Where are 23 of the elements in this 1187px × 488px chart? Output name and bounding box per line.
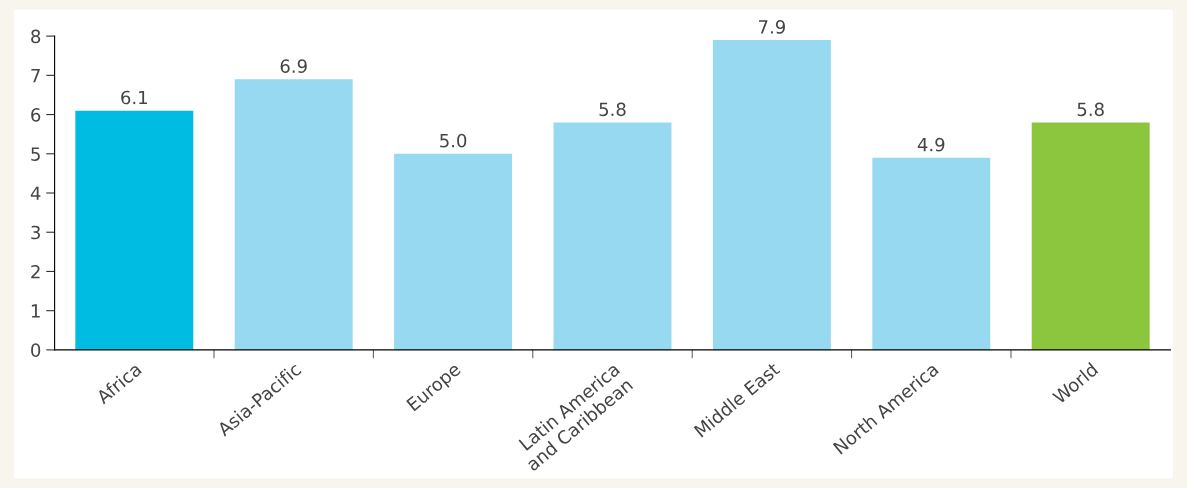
bar (234, 79, 353, 350)
y-tick-label: 2 (31, 264, 40, 279)
y-tick-label: 6 (31, 108, 41, 122)
y-tick-label: 8 (31, 29, 41, 44)
data-label: 5.8 (1077, 102, 1104, 117)
y-tick-label: 4 (30, 186, 41, 200)
bar (394, 153, 513, 350)
y-tick-label: 5 (31, 147, 40, 161)
data-label: 4.9 (917, 137, 945, 152)
y-tick-label: 0 (31, 343, 41, 358)
data-label: 5.8 (599, 102, 626, 117)
bar (1031, 122, 1150, 350)
y-tick-label: 7 (31, 69, 40, 83)
y-tick-label: 3 (31, 225, 40, 240)
bar (75, 110, 194, 350)
y-tick-label: 1 (31, 304, 40, 318)
data-label: 5.0 (440, 133, 467, 148)
data-label: 6.1 (121, 90, 147, 105)
bar (553, 122, 672, 350)
bar (712, 40, 831, 350)
data-label: 7.9 (759, 20, 785, 34)
bar (872, 157, 991, 350)
data-label: 6.9 (280, 59, 307, 73)
